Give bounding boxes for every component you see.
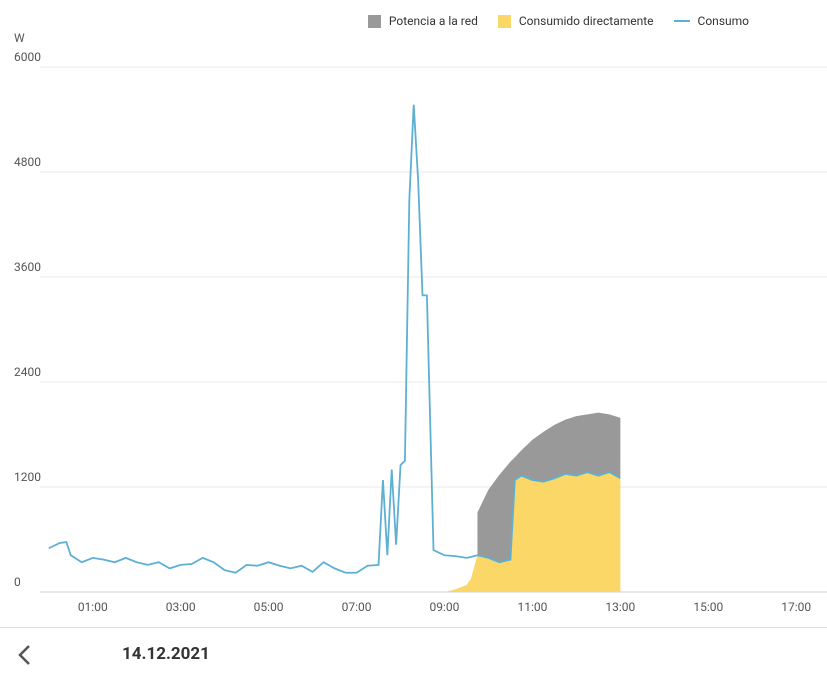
x-tick-label: 05:00: [254, 600, 284, 614]
area: [444, 472, 621, 592]
x-tick-label: 17:00: [781, 600, 811, 614]
legend-swatch: [367, 14, 381, 28]
legend: Potencia a la red Consumido directamente C…: [367, 14, 749, 28]
y-tick-label: 6000: [14, 50, 41, 64]
legend-label: Consumido directamente: [518, 14, 654, 28]
legend-item[interactable]: Consumido directamente: [497, 14, 654, 28]
chart: W 0 1200 2400 3600 4800 6000 01:00 03:00 05:00 07…: [14, 31, 827, 614]
line: [48, 104, 621, 574]
x-tick-label: 13:00: [605, 600, 635, 614]
legend-label: Potencia a la red: [388, 14, 478, 28]
y-tick-label: 0: [14, 575, 21, 589]
x-tick-label: 01:00: [78, 600, 108, 614]
legend-label: Consumo: [697, 14, 749, 28]
x-tick-label: 15:00: [693, 600, 723, 614]
footer: 14.12.2021: [0, 627, 827, 675]
area: [477, 412, 621, 563]
legend-swatch: [673, 20, 690, 22]
x-tick-label: 11:00: [517, 600, 547, 614]
x-tick-label: 09:00: [430, 600, 460, 614]
y-axis-label: W: [14, 31, 25, 45]
y-tick-label: 4800: [14, 155, 41, 169]
y-tick-label: 1200: [14, 470, 41, 484]
back-button[interactable]: [10, 641, 40, 671]
date: 14.12.2021: [122, 644, 210, 664]
y-tick-label: 2400: [14, 365, 41, 379]
legend-swatch: [497, 14, 511, 28]
x-tick-label: 03:00: [166, 600, 196, 614]
legend-item[interactable]: Potencia a la red: [367, 14, 478, 28]
legend-item[interactable]: Consumo: [673, 14, 749, 28]
x-tick-label: 07:00: [342, 600, 372, 614]
y-tick-label: 3600: [14, 260, 41, 274]
